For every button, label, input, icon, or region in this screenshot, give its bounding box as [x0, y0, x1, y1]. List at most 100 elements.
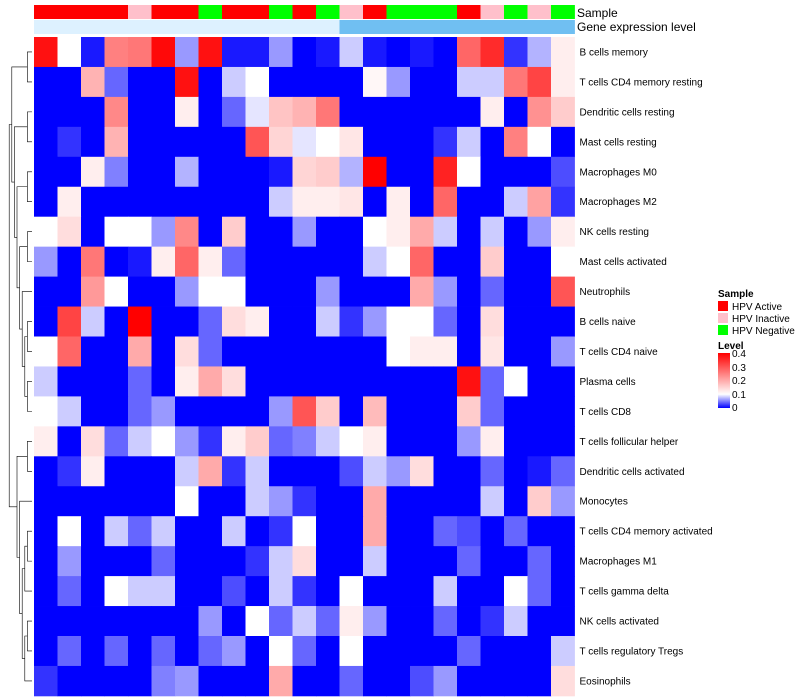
heatmap-cell — [316, 546, 340, 577]
heatmap-cell — [175, 606, 199, 637]
heatmap-cell — [198, 306, 223, 337]
heatmap-cell — [457, 456, 481, 487]
annotation-sample-cell — [151, 5, 176, 19]
heatmap-cell — [457, 66, 481, 98]
row-label-monocytes: Monocytes — [580, 497, 628, 508]
heatmap-cell — [457, 366, 481, 397]
annotation-sample-cell — [128, 5, 152, 19]
heatmap-cell — [198, 37, 223, 68]
heatmap-cell — [551, 606, 575, 637]
heatmap-cell — [480, 246, 505, 277]
heatmap-cell — [316, 306, 340, 337]
heatmap-cell — [339, 636, 364, 667]
heatmap-cell — [34, 546, 58, 577]
heatmap-cell — [104, 246, 129, 277]
annotation-sample-cell — [175, 5, 199, 19]
heatmap-cell — [480, 456, 505, 487]
heatmap-cell — [410, 606, 434, 637]
annotation-gene-expression-level-cell — [480, 20, 505, 34]
row-label-b-cells-naive: B cells naive — [580, 317, 637, 328]
heatmap-cell — [339, 156, 364, 188]
heatmap-cell — [316, 126, 340, 158]
heatmap-cell — [104, 516, 129, 547]
heatmap-cell — [504, 37, 528, 68]
heatmap-cell — [151, 186, 176, 218]
heatmap-cell — [269, 426, 293, 457]
heatmap-cell — [551, 96, 575, 128]
heatmap-cell — [198, 186, 223, 218]
heatmap-cell — [81, 426, 105, 457]
heatmap-cell — [410, 306, 434, 337]
heatmap-cell — [386, 276, 411, 307]
legend-label-hpv-active: HPV Active — [732, 302, 782, 313]
heatmap-cell — [175, 96, 199, 128]
heatmap-cell — [551, 336, 575, 367]
heatmap-cell — [363, 456, 387, 487]
heatmap-cell — [34, 216, 58, 248]
level-tick-0-4: 0.4 — [732, 349, 746, 360]
annotation-gene-expression-level-cell — [410, 20, 434, 34]
annotation-sample-cell — [57, 5, 82, 19]
heatmap-cell — [245, 665, 270, 697]
heatmap-cell — [57, 486, 82, 517]
heatmap-cell — [81, 156, 105, 188]
heatmap-cell — [57, 126, 82, 158]
heatmap-cell — [57, 426, 82, 457]
heatmap-cell — [34, 606, 58, 637]
heatmap-cell — [34, 576, 58, 607]
heatmap-cell — [551, 576, 575, 607]
heatmap-cell — [198, 456, 223, 487]
heatmap-cell — [269, 576, 293, 607]
heatmap-cell — [410, 396, 434, 427]
row-label-nk-cells-activated: NK cells activated — [580, 617, 659, 628]
heatmap-cell — [57, 37, 82, 68]
sample-legend-title: Sample — [718, 289, 754, 300]
heatmap-cell — [57, 665, 82, 697]
heatmap-cell — [504, 126, 528, 158]
heatmap-cell — [269, 96, 293, 128]
heatmap-cell — [527, 576, 552, 607]
heatmap-cell — [363, 606, 387, 637]
heatmap-cell — [480, 636, 505, 667]
heatmap-cell — [34, 96, 58, 128]
heatmap-cell — [457, 516, 481, 547]
heatmap-cell — [551, 426, 575, 457]
heatmap-cell — [128, 246, 152, 277]
heatmap-cell — [410, 66, 434, 98]
heatmap-cell — [151, 96, 176, 128]
heatmap-cell — [128, 636, 152, 667]
heatmap-cell — [386, 396, 411, 427]
heatmap-cell — [198, 546, 223, 577]
heatmap-cell — [339, 37, 364, 68]
heatmap-cell — [34, 366, 58, 397]
annotation-sample-cell — [551, 5, 575, 19]
heatmap-cell — [198, 396, 223, 427]
heatmap-cell — [245, 306, 270, 337]
heatmap-cell — [339, 396, 364, 427]
heatmap-cell — [527, 246, 552, 277]
heatmap-cell — [527, 96, 552, 128]
heatmap-cell — [175, 366, 199, 397]
dendrogram-branch — [21, 568, 25, 659]
heatmap-cell — [363, 156, 387, 188]
heatmap-cell — [457, 306, 481, 337]
heatmap-cell — [57, 156, 82, 188]
annotation-sample-cell — [198, 5, 223, 19]
heatmap-cell — [339, 126, 364, 158]
heatmap-cell — [480, 186, 505, 218]
heatmap-cell — [339, 306, 364, 337]
heatmap-cell — [339, 486, 364, 517]
heatmap-cell — [386, 96, 411, 128]
legend-swatch-hpv-inactive — [718, 313, 728, 323]
heatmap-cell — [245, 576, 270, 607]
heatmap-cell — [245, 516, 270, 547]
annotation-gene-expression-level-cell — [457, 20, 481, 34]
heatmap-cell — [386, 66, 411, 98]
heatmap-cell — [34, 486, 58, 517]
heatmap-cell — [316, 516, 340, 547]
heatmap-cell — [269, 37, 293, 68]
heatmap-cell — [104, 665, 129, 697]
heatmap-cell — [316, 606, 340, 637]
heatmap-cell — [410, 546, 434, 577]
heatmap-cell — [57, 546, 82, 577]
